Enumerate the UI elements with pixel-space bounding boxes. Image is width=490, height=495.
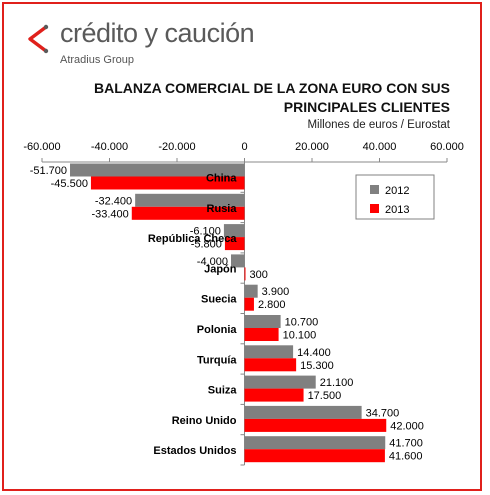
data-label: 15.300 bbox=[300, 360, 334, 372]
bar-2013-10 bbox=[244, 449, 385, 463]
data-label: 10.100 bbox=[283, 330, 317, 342]
bar-2013-4 bbox=[244, 267, 246, 281]
category-label: China bbox=[206, 173, 237, 185]
data-label: 300 bbox=[250, 269, 268, 281]
x-tick-label: -40.000 bbox=[91, 141, 128, 153]
data-label: 14.400 bbox=[297, 347, 331, 359]
x-tick-label: 60.000 bbox=[430, 141, 464, 153]
bar-2012-10 bbox=[244, 436, 386, 450]
data-label: 17.500 bbox=[308, 390, 342, 402]
x-tick-label: 0 bbox=[241, 141, 247, 153]
bar-2012-7 bbox=[244, 345, 294, 359]
bar-2013-1 bbox=[90, 176, 245, 190]
legend-swatch-2013 bbox=[370, 204, 379, 213]
legend-label: 2012 bbox=[385, 185, 409, 197]
chart-title-line1: BALANZA COMERCIAL DE LA ZONA EURO CON SU… bbox=[94, 80, 450, 96]
bar-2012-2 bbox=[135, 193, 245, 207]
bar-2013-2 bbox=[131, 206, 245, 220]
data-label: -4.000 bbox=[197, 256, 228, 268]
category-label: Reino Unido bbox=[172, 415, 237, 427]
bar-2012-1 bbox=[70, 163, 245, 177]
x-tick-label: 20.000 bbox=[295, 141, 329, 153]
chart-subtitle: Millones de euros / Eurostat bbox=[307, 119, 450, 131]
data-label: -51.700 bbox=[30, 165, 67, 177]
bar-2012-5 bbox=[244, 284, 258, 298]
category-label: Suiza bbox=[208, 385, 238, 397]
legend-box bbox=[355, 174, 435, 220]
chart-title-line2: PRINCIPALES CLIENTES bbox=[283, 99, 450, 115]
brand-mark-icon bbox=[28, 24, 49, 54]
category-label: Polonia bbox=[197, 324, 238, 336]
bar-2012-4 bbox=[231, 254, 245, 268]
data-label: 41.700 bbox=[389, 438, 423, 450]
data-label: -32.400 bbox=[95, 195, 132, 207]
x-tick-label: -60.000 bbox=[23, 141, 60, 153]
bar-2013-8 bbox=[244, 388, 304, 402]
category-label: Suecia bbox=[201, 294, 237, 306]
bar-2012-9 bbox=[244, 405, 362, 419]
bar-2013-5 bbox=[244, 297, 254, 311]
legend-swatch-2012 bbox=[370, 185, 379, 194]
data-label: -33.400 bbox=[91, 208, 128, 220]
legend-label: 2013 bbox=[385, 204, 409, 216]
category-label: Turquía bbox=[197, 354, 237, 366]
category-label: Japón bbox=[204, 263, 237, 275]
x-tick-label: 40.000 bbox=[363, 141, 397, 153]
data-label: 42.000 bbox=[390, 420, 424, 432]
category-label: Estados Unidos bbox=[153, 445, 236, 457]
brand-logo: crédito y caución Atradius Group bbox=[20, 16, 300, 66]
bar-2013-7 bbox=[244, 358, 297, 372]
data-label: 41.600 bbox=[389, 451, 423, 463]
data-label: 21.100 bbox=[320, 377, 354, 389]
data-label: 10.700 bbox=[285, 317, 319, 329]
data-label: -6.100 bbox=[190, 226, 221, 238]
data-label: -5.800 bbox=[191, 239, 222, 251]
x-tick-label: -20.000 bbox=[158, 141, 195, 153]
data-label: 34.700 bbox=[366, 407, 400, 419]
bar-2013-3 bbox=[224, 237, 245, 251]
data-label: 2.800 bbox=[258, 299, 286, 311]
brand-subtitle: Atradius Group bbox=[60, 54, 134, 66]
data-label: 3.900 bbox=[262, 286, 290, 298]
bar-2013-9 bbox=[244, 418, 387, 432]
bar-2012-8 bbox=[244, 375, 316, 389]
bar-2012-6 bbox=[244, 315, 281, 328]
category-label: Rusia bbox=[207, 203, 238, 215]
bar-2013-6 bbox=[244, 328, 279, 341]
bar-2012-3 bbox=[223, 224, 245, 238]
category-label: República Checa bbox=[148, 233, 238, 245]
brand-name: crédito y caución bbox=[60, 18, 255, 48]
data-label: -45.500 bbox=[51, 178, 88, 190]
